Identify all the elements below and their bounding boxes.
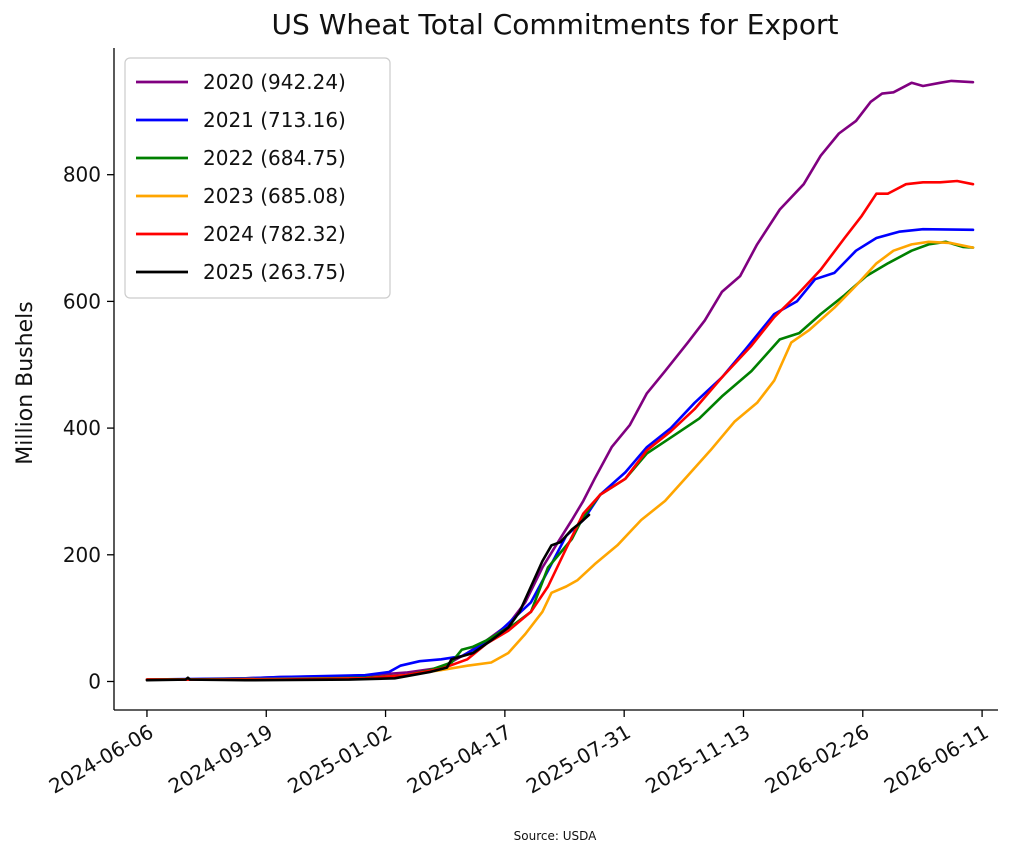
series-line-3 [145,240,975,681]
y-tick-label: 800 [63,163,101,187]
legend-label-2: 2022 (684.75) [203,146,346,170]
y-tick-label: 400 [63,416,101,440]
y-ticks: 0 200 400 600 800 [63,163,114,693]
x-ticks: 2024-06-06 2024-09-19 2025-01-02 2025-04-17… [45,710,993,798]
x-tick-label: 2024-06-06 [45,720,158,799]
x-tick-label: 2025-04-17 [403,720,516,799]
series-line-5 [145,513,591,682]
series-line-2 [145,240,975,681]
series-lines [145,79,975,682]
y-axis-label: Million Bushels [13,301,38,464]
series-line-0 [145,79,975,681]
legend-label-4: 2024 (782.32) [203,222,346,246]
source-note: Source: USDA [514,829,598,843]
x-tick-label: 2024-09-19 [164,720,277,799]
x-tick-label: 2026-06-11 [880,720,993,799]
legend: 2020 (942.24) 2021 (713.16) 2022 (684.75) 2… [124,57,391,299]
legend-items: 2020 (942.24) 2021 (713.16) 2022 (684.75) 2… [136,70,346,284]
legend-frame [124,57,391,299]
legend-label-3: 2023 (685.08) [203,184,346,208]
x-tick-label: 2025-11-13 [641,720,754,799]
legend-label-5: 2025 (263.75) [203,260,346,284]
y-tick-label: 0 [88,669,101,693]
legend-label-1: 2021 (713.16) [203,108,346,132]
chart-title: US Wheat Total Commitments for Export [272,8,839,41]
series-line-4 [145,179,975,681]
y-tick-label: 600 [63,289,101,313]
x-tick-label: 2025-01-02 [283,720,396,799]
x-tick-label: 2025-07-31 [522,720,635,799]
y-tick-label: 200 [63,543,101,567]
x-tick-label: 2026-02-26 [761,720,874,799]
legend-label-0: 2020 (942.24) [203,70,346,94]
